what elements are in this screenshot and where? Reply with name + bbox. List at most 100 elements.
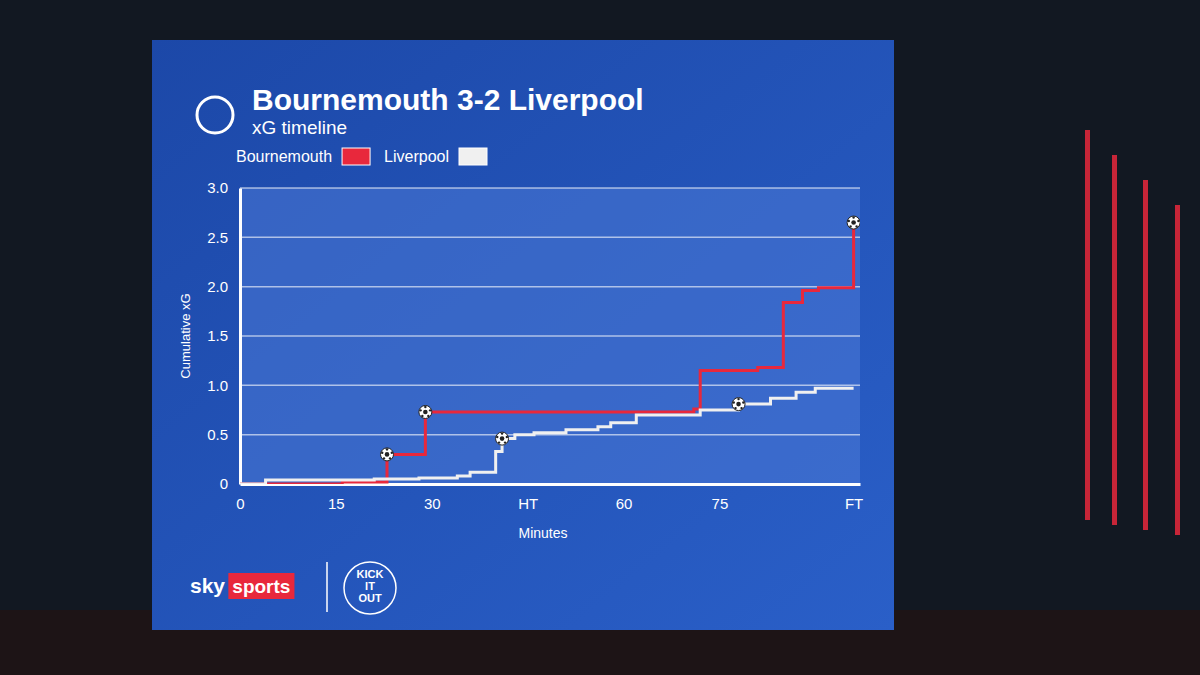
plot: [240, 216, 860, 484]
ball-patch: [501, 432, 503, 434]
title: Bournemouth 3-2 Liverpool: [252, 83, 644, 116]
y-axis: 0 0.5 1.0 1.5 2.0 2.5 3.0: [207, 179, 240, 492]
chart-svg: 00.51.01.52.02.53.001530HT6075FTMinutesC…: [0, 0, 1200, 675]
ball-patch: [736, 402, 741, 407]
ball: [847, 216, 860, 229]
grid-line: [240, 187, 860, 189]
y-tick-label: 0.5: [207, 426, 228, 443]
x-tick-label: 0: [236, 495, 244, 512]
y-tick-label: 1.5: [207, 327, 228, 344]
x-tick-label: HT: [518, 495, 538, 512]
ball: [419, 405, 432, 418]
grid-line: [240, 237, 860, 239]
y-tick: 2.0: [207, 278, 240, 295]
y-tick: 1.0: [207, 377, 240, 394]
ball: [496, 432, 509, 445]
x-axis: 0 15 30 HT 60 75 FT: [236, 484, 863, 512]
brand-text: sky: [190, 574, 225, 597]
y-tick-label: 1.0: [207, 377, 228, 394]
ball-patch: [855, 225, 857, 227]
ball-patch: [427, 415, 429, 417]
goal-marker: [847, 216, 860, 229]
brand-text: sports: [232, 576, 290, 597]
ball-patch: [424, 406, 426, 408]
x-tick: 0: [236, 484, 244, 512]
y-tick-label: 3.0: [207, 179, 228, 196]
axis-line: [239, 189, 242, 485]
ball-patch: [849, 225, 851, 227]
ball-patch: [419, 409, 421, 411]
ball-patch: [498, 441, 500, 443]
ball-patch: [852, 216, 854, 218]
brand-text: KICKITOUT: [357, 568, 384, 604]
brand-divider: [326, 562, 328, 612]
x-tick: FT: [845, 484, 863, 512]
goal-marker: [732, 398, 745, 411]
y-tick-label: 2.5: [207, 229, 228, 246]
ball-patch: [737, 398, 739, 400]
x-tick-label: 30: [424, 495, 441, 512]
ball-patch: [386, 448, 388, 450]
ball: [381, 448, 394, 461]
legend: Bournemouth Liverpool: [236, 148, 487, 165]
brand-ring: [344, 562, 396, 614]
legend-swatch: [459, 148, 487, 165]
x-tick: 60: [616, 484, 633, 512]
x-tick: HT: [518, 484, 538, 512]
x-tick: 30: [424, 484, 441, 512]
ball-patch: [857, 220, 859, 222]
legend-label: Bournemouth: [236, 148, 332, 165]
panel: [152, 40, 894, 630]
studio-light: [1112, 155, 1117, 525]
studio-light: [1085, 130, 1090, 520]
goal-marker: [381, 448, 394, 461]
series-line: [240, 223, 854, 484]
grid-line: [240, 385, 860, 387]
y-tick: 0: [220, 475, 240, 492]
y-tick: 2.5: [207, 229, 240, 246]
y-tick: 3.0: [207, 179, 240, 196]
ball-patch: [740, 407, 742, 409]
ball-patch: [742, 401, 744, 403]
y-tick: 0.5: [207, 426, 240, 443]
ball-patch: [421, 415, 423, 417]
ball-patch: [733, 401, 735, 403]
y-axis-title: Cumulative xG: [178, 293, 193, 378]
ball-patch: [506, 436, 508, 438]
ball-patch: [734, 407, 736, 409]
x-tick-label: 75: [712, 495, 729, 512]
x-tick: 75: [712, 484, 729, 512]
studio-light: [1175, 205, 1180, 535]
subtitle: xG timeline: [252, 117, 347, 138]
goal-marker: [496, 432, 509, 445]
ball-patch: [391, 452, 393, 454]
y-tick: 1.5: [207, 327, 240, 344]
ball-patch: [381, 452, 383, 454]
ball-patch: [504, 441, 506, 443]
ball-patch: [383, 457, 385, 459]
brand-box: [228, 573, 294, 599]
y-tick-label: 2.0: [207, 278, 228, 295]
ball-patch: [389, 457, 391, 459]
ball-patch: [851, 220, 856, 225]
ball-patch: [423, 410, 428, 415]
legend-swatch: [342, 148, 370, 165]
x-tick-label: 60: [616, 495, 633, 512]
plot-area: [240, 188, 860, 484]
x-tick: 15: [328, 484, 345, 512]
ball: [732, 398, 745, 411]
grid: [240, 188, 860, 435]
x-tick-label: 15: [328, 495, 345, 512]
y-tick-label: 0: [220, 475, 228, 492]
ball-patch: [500, 436, 505, 441]
ball-patch: [496, 436, 498, 438]
goal-marker: [419, 405, 432, 418]
series-line: [240, 388, 854, 484]
legend-label: Liverpool: [384, 148, 449, 165]
x-tick-label: FT: [845, 495, 863, 512]
backdrop: [0, 0, 1200, 675]
branding: sky sports KICKITOUT: [190, 562, 396, 614]
ball-patch: [385, 452, 390, 457]
grid-line: [240, 335, 860, 337]
badge: [197, 97, 233, 133]
